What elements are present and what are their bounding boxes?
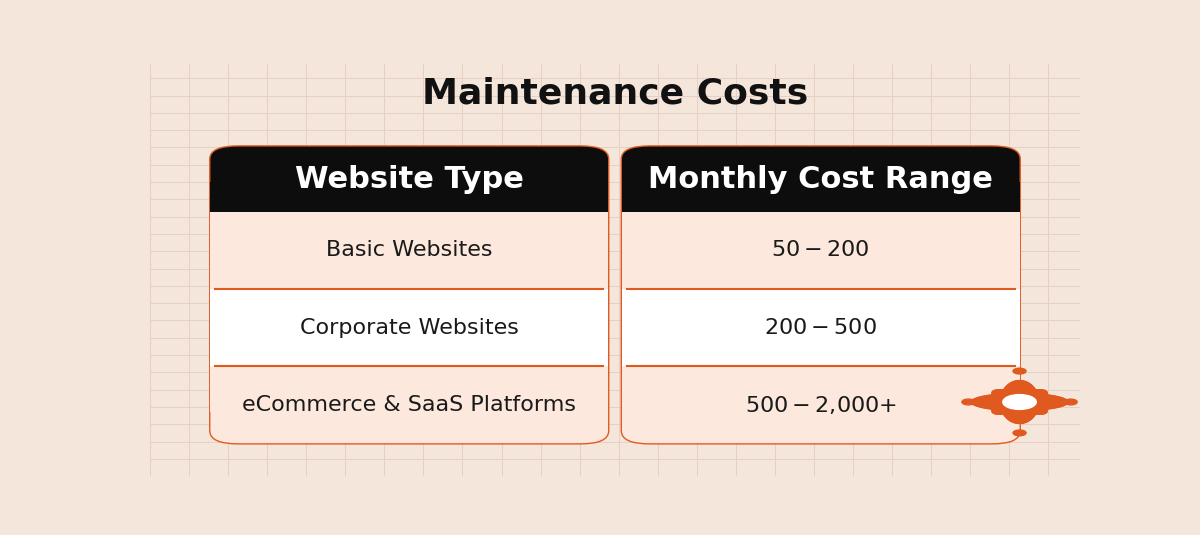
Text: Corporate Websites: Corporate Websites (300, 317, 518, 338)
Text: Maintenance Costs: Maintenance Costs (422, 76, 808, 110)
Polygon shape (992, 390, 1048, 414)
FancyBboxPatch shape (210, 147, 608, 212)
Circle shape (1013, 368, 1026, 374)
Bar (622, 289, 1020, 366)
Text: $200 - $500: $200 - $500 (764, 317, 877, 338)
Bar (210, 182, 608, 212)
Text: Monthly Cost Range: Monthly Cost Range (648, 165, 994, 194)
Polygon shape (992, 390, 1048, 414)
FancyBboxPatch shape (622, 147, 1020, 212)
FancyBboxPatch shape (210, 147, 608, 443)
Circle shape (962, 399, 974, 405)
Polygon shape (1001, 380, 1039, 423)
Bar (210, 366, 608, 412)
FancyBboxPatch shape (622, 366, 1020, 443)
Text: $500 - $2,000+: $500 - $2,000+ (745, 394, 896, 416)
Circle shape (1064, 399, 1078, 405)
Polygon shape (971, 393, 1068, 410)
Bar (210, 289, 608, 366)
Polygon shape (992, 390, 1048, 414)
Polygon shape (1001, 380, 1039, 423)
Circle shape (1003, 395, 1037, 409)
Bar (622, 182, 1020, 212)
Text: Website Type: Website Type (295, 165, 523, 194)
FancyBboxPatch shape (210, 366, 608, 443)
Bar (622, 212, 1020, 289)
FancyBboxPatch shape (622, 147, 1020, 443)
Polygon shape (992, 390, 1048, 414)
Bar (210, 212, 608, 289)
Polygon shape (971, 393, 1068, 410)
Text: Basic Websites: Basic Websites (326, 240, 492, 261)
Circle shape (1013, 430, 1026, 436)
Text: eCommerce & SaaS Platforms: eCommerce & SaaS Platforms (242, 395, 576, 415)
Bar (622, 366, 1020, 412)
Text: $50 - $200: $50 - $200 (772, 240, 870, 261)
